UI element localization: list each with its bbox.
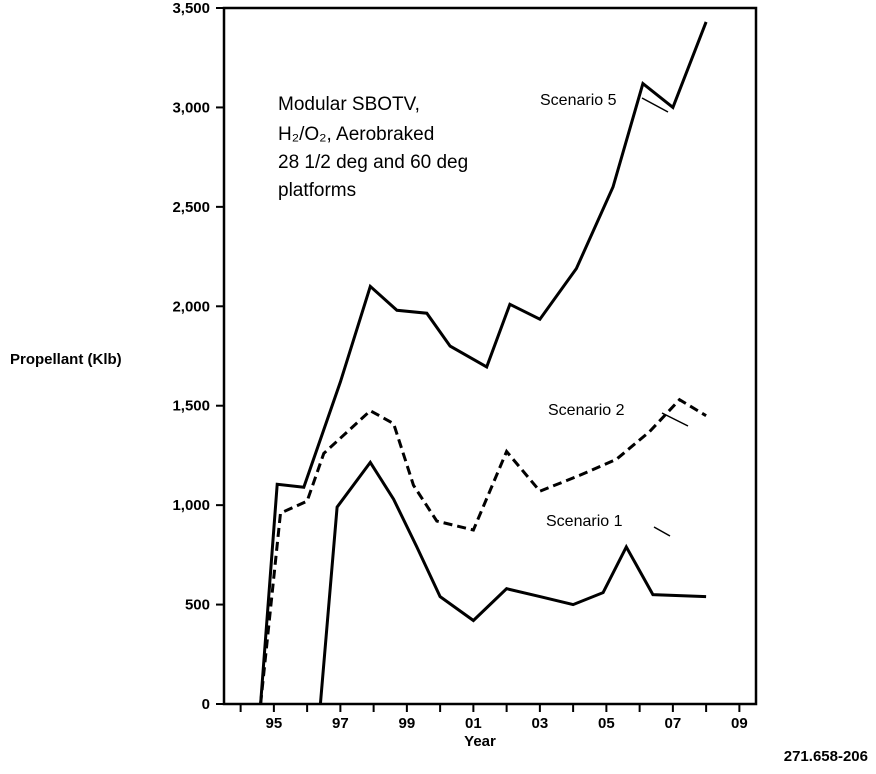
y-axis: 0 500 1,000 1,500 2,000 2,500 3,000 3,500 bbox=[172, 0, 224, 713]
x-axis: 95 97 99 01 03 05 07 09 bbox=[239, 704, 748, 732]
annotation-line-1: Modular SBOTV, bbox=[278, 94, 420, 115]
x-tick-label: 07 bbox=[665, 715, 682, 732]
x-axis-label: Year bbox=[464, 733, 496, 750]
x-tick-label: 95 bbox=[266, 715, 283, 732]
series-group bbox=[259, 21, 708, 705]
series-leader-line-3 bbox=[653, 526, 671, 537]
plot-border bbox=[222, 6, 758, 706]
series-leader-line-1 bbox=[641, 97, 669, 113]
y-axis-label: Propellant (Klb) bbox=[10, 351, 122, 368]
x-tick-label: 01 bbox=[465, 715, 482, 732]
y-tick-label: 500 bbox=[185, 597, 210, 614]
x-tick-label: 99 bbox=[399, 715, 416, 732]
series-label-3: Scenario 1 bbox=[546, 513, 623, 530]
x-tick-label: 09 bbox=[731, 715, 748, 732]
figure-id: 271.658-206 bbox=[784, 748, 868, 765]
annotation-line-3: 28 1/2 deg and 60 deg bbox=[278, 152, 468, 173]
x-tick-label: 05 bbox=[598, 715, 615, 732]
x-tick-label: 97 bbox=[332, 715, 349, 732]
series-label-1: Scenario 5 bbox=[540, 92, 617, 109]
series-line-1 bbox=[259, 21, 708, 705]
y-tick-label: 2,500 bbox=[172, 199, 210, 216]
series-leader-line-2 bbox=[661, 412, 689, 427]
plot-frame bbox=[222, 6, 758, 706]
series-line-3 bbox=[318, 459, 707, 705]
annotation-box: Modular SBOTV, H₂/O₂, Aerobraked 28 1/2 … bbox=[278, 94, 468, 201]
y-tick-label: 1,500 bbox=[172, 398, 210, 415]
y-tick-label: 1,000 bbox=[172, 497, 210, 514]
y-tick-label: 3,500 bbox=[172, 0, 210, 17]
annotation-line-2: H₂/O₂, Aerobraked bbox=[278, 124, 434, 145]
y-tick-label: 3,000 bbox=[172, 99, 210, 116]
series-label-2: Scenario 2 bbox=[548, 402, 625, 419]
x-tick-label: 03 bbox=[532, 715, 549, 732]
y-tick-label: 2,000 bbox=[172, 298, 210, 315]
series-labels: Scenario 5 Scenario 2 Scenario 1 bbox=[540, 92, 689, 537]
annotation-line-4: platforms bbox=[278, 180, 356, 201]
y-tick-label: 0 bbox=[202, 696, 210, 713]
series-line-2 bbox=[259, 397, 707, 705]
